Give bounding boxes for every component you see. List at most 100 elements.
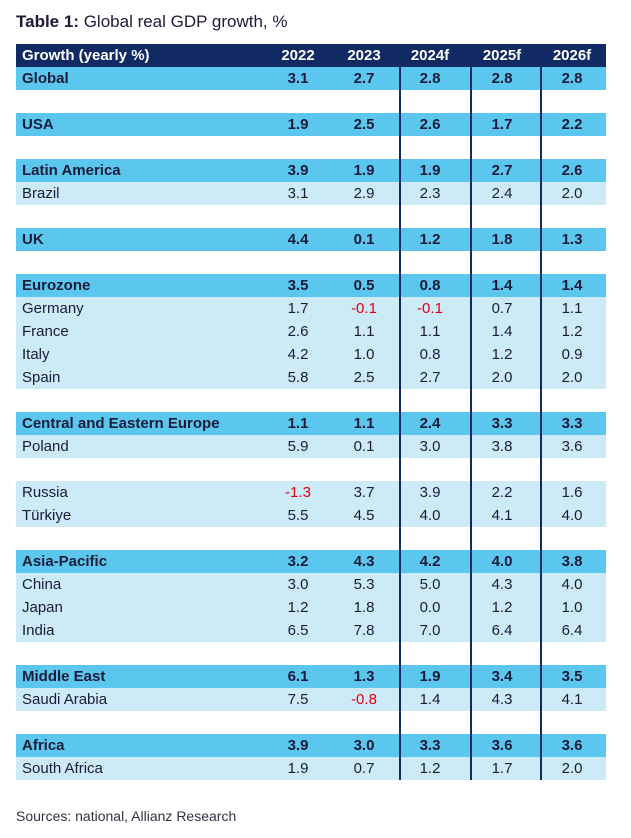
row-label: UK — [22, 231, 44, 248]
row-label: China — [22, 576, 62, 593]
value-cell: 1.2 — [491, 346, 513, 363]
value-cell: 3.2 — [287, 553, 309, 570]
value-cell: 2.2 — [491, 484, 513, 501]
value-cell: 3.0 — [353, 737, 375, 754]
value-cell: 1.0 — [353, 346, 375, 363]
header-year: 2022 — [281, 47, 315, 64]
row-label: Japan — [22, 599, 63, 616]
value-cell: 0.7 — [353, 760, 375, 777]
value-cell: 2.5 — [353, 369, 375, 386]
value-cell: 1.2 — [419, 760, 441, 777]
value-cell: 1.7 — [491, 116, 513, 133]
value-cell: 3.3 — [419, 737, 441, 754]
value-cell: 5.5 — [287, 507, 309, 524]
value-cell: 2.8 — [419, 70, 441, 87]
country-row: China 3.0 5.3 5.0 4.3 4.0 — [16, 573, 606, 596]
value-cell: 4.2 — [419, 553, 441, 570]
value-cell: 1.4 — [561, 277, 583, 294]
value-cell: 2.0 — [561, 185, 583, 202]
value-cell: 3.1 — [287, 70, 309, 87]
country-row: Spain 5.8 2.5 2.7 2.0 2.0 — [16, 366, 606, 389]
value-cell: 3.8 — [561, 553, 583, 570]
value-cell: 3.9 — [287, 737, 309, 754]
value-cell: 4.3 — [353, 553, 375, 570]
value-cell: 1.6 — [561, 484, 583, 501]
value-cell: 0.9 — [561, 346, 583, 363]
value-cell: 1.9 — [287, 760, 309, 777]
value-cell: 3.5 — [561, 668, 583, 685]
row-label: Global — [22, 70, 69, 87]
value-cell: 3.0 — [419, 438, 441, 455]
value-cell: -1.3 — [285, 484, 311, 501]
value-cell: 0.0 — [419, 599, 441, 616]
value-cell: 1.8 — [353, 599, 375, 616]
row-label: Brazil — [22, 185, 60, 202]
value-cell: 2.3 — [419, 185, 441, 202]
source-note: Sources: national, Allianz Research — [16, 808, 237, 824]
value-cell: 1.4 — [491, 323, 513, 340]
value-cell: 1.8 — [491, 231, 513, 248]
value-cell: 3.3 — [491, 415, 513, 432]
region-row: Eurozone 3.5 0.5 0.8 1.4 1.4 — [16, 274, 606, 297]
value-cell: 3.0 — [287, 576, 309, 593]
value-cell: 3.6 — [561, 438, 583, 455]
country-row: France 2.6 1.1 1.1 1.4 1.2 — [16, 320, 606, 343]
value-cell: 4.3 — [491, 691, 513, 708]
value-cell: 3.4 — [491, 668, 513, 685]
value-cell: 7.5 — [287, 691, 309, 708]
table-title-text: Global real GDP growth, % — [78, 12, 288, 31]
value-cell: 3.6 — [561, 737, 583, 754]
value-cell: 0.8 — [419, 346, 441, 363]
value-cell: 2.5 — [353, 116, 375, 133]
header-year: 2024f — [410, 47, 450, 64]
value-cell: 1.3 — [353, 668, 375, 685]
value-cell: 4.0 — [561, 507, 583, 524]
region-row: Central and Eastern Europe 1.1 1.1 2.4 3.3 3.… — [16, 412, 606, 435]
value-cell: 2.0 — [561, 369, 583, 386]
value-cell: 2.9 — [353, 185, 375, 202]
country-row: Italy 4.2 1.0 0.8 1.2 0.9 — [16, 343, 606, 366]
value-cell: 2.6 — [287, 323, 309, 340]
region-row: Global 3.1 2.7 2.8 2.8 2.8 — [16, 67, 606, 90]
value-cell: -0.8 — [351, 691, 377, 708]
value-cell: 5.0 — [419, 576, 441, 593]
country-row: Russia -1.3 3.7 3.9 2.2 1.6 — [16, 481, 606, 504]
value-cell: 2.7 — [419, 369, 441, 386]
value-cell: 2.0 — [561, 760, 583, 777]
value-cell: 0.7 — [491, 300, 513, 317]
value-cell: 3.9 — [419, 484, 441, 501]
country-row: Brazil 3.1 2.9 2.3 2.4 2.0 — [16, 182, 606, 205]
value-cell: 3.6 — [491, 737, 513, 754]
value-cell: 1.1 — [561, 300, 583, 317]
region-row: UK 4.4 0.1 1.2 1.8 1.3 — [16, 228, 606, 251]
value-cell: 1.2 — [287, 599, 309, 616]
value-cell: 1.9 — [419, 668, 441, 685]
region-row: Middle East 6.1 1.3 1.9 3.4 3.5 — [16, 665, 606, 688]
value-cell: 1.1 — [419, 323, 441, 340]
value-cell: 1.0 — [561, 599, 583, 616]
region-row: USA 1.9 2.5 2.6 1.7 2.2 — [16, 113, 606, 136]
value-cell: 1.7 — [287, 300, 309, 317]
row-label: Italy — [22, 346, 50, 363]
header-year: 2026f — [552, 47, 592, 64]
value-cell: 3.9 — [287, 162, 309, 179]
row-label: Poland — [22, 438, 69, 455]
value-cell: 2.8 — [561, 70, 583, 87]
value-cell: 4.3 — [491, 576, 513, 593]
forecast-column-divider — [540, 44, 542, 780]
value-cell: 2.7 — [353, 70, 375, 87]
row-label: Russia — [22, 484, 68, 501]
value-cell: 1.9 — [419, 162, 441, 179]
country-row: Saudi Arabia 7.5 -0.8 1.4 4.3 4.1 — [16, 688, 606, 711]
row-label: Saudi Arabia — [22, 691, 108, 708]
region-row: Africa 3.9 3.0 3.3 3.6 3.6 — [16, 734, 606, 757]
row-label: Türkiye — [22, 507, 72, 524]
value-cell: 1.2 — [419, 231, 441, 248]
country-row: Japan 1.2 1.8 0.0 1.2 1.0 — [16, 596, 606, 619]
value-cell: 1.4 — [491, 277, 513, 294]
value-cell: -0.1 — [417, 300, 443, 317]
value-cell: 0.1 — [353, 438, 375, 455]
value-cell: 1.2 — [561, 323, 583, 340]
country-row: Germany 1.7 -0.1 -0.1 0.7 1.1 — [16, 297, 606, 320]
forecast-column-divider — [399, 44, 401, 780]
